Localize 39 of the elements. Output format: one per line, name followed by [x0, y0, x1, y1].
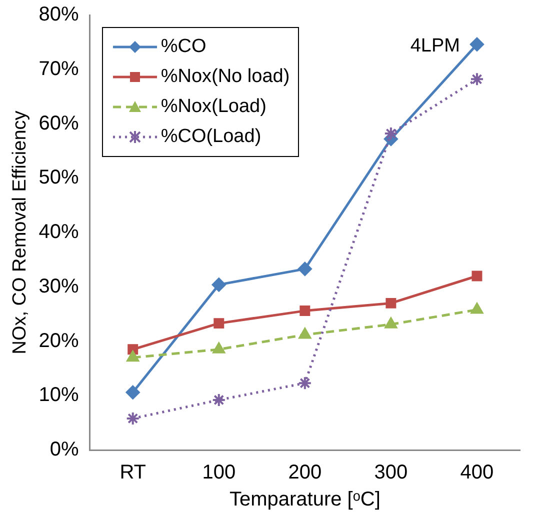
point	[214, 318, 224, 329]
y-axis-title: NOx, CO Removal Efficiency	[10, 110, 31, 354]
x-tick-label: 300	[374, 462, 408, 484]
point	[298, 376, 312, 390]
point	[298, 262, 312, 276]
x-tick-label: 200	[288, 462, 322, 484]
y-tick-label: 80%	[38, 4, 80, 26]
x-tick-label: 100	[202, 462, 236, 484]
y-tick-label: 70%	[38, 58, 80, 80]
point	[470, 72, 484, 86]
y-tick-label: 50%	[38, 166, 80, 189]
y-tick-label: 30%	[38, 275, 80, 298]
point	[472, 270, 482, 282]
legend-label: %CO(Load)	[160, 126, 262, 148]
x-tick-label: 400	[460, 462, 494, 484]
x-axis-title: Temparature [ᵒC]	[229, 488, 380, 511]
point	[470, 302, 484, 314]
y-tick-label: 0%	[50, 438, 80, 461]
point	[298, 328, 312, 339]
point	[470, 37, 484, 52]
annotation: 4LPM	[410, 36, 460, 57]
point	[212, 392, 226, 407]
point	[384, 317, 398, 328]
point	[384, 126, 398, 141]
legend-label: %Nox(No load)	[160, 66, 290, 88]
point	[212, 342, 226, 354]
point	[126, 350, 140, 362]
point	[386, 298, 396, 308]
legend-label: %Nox(Load)	[160, 96, 266, 118]
y-tick-label: 40%	[38, 221, 80, 244]
legend-label: %CO	[160, 36, 206, 58]
x-tick-label: RT	[120, 462, 146, 484]
point	[126, 411, 140, 426]
y-tick-label: 10%	[38, 384, 80, 406]
y-tick-label: 20%	[38, 330, 80, 352]
y-tick-label: 60%	[38, 112, 80, 134]
point	[300, 306, 310, 316]
point	[212, 278, 226, 292]
point	[126, 385, 140, 400]
